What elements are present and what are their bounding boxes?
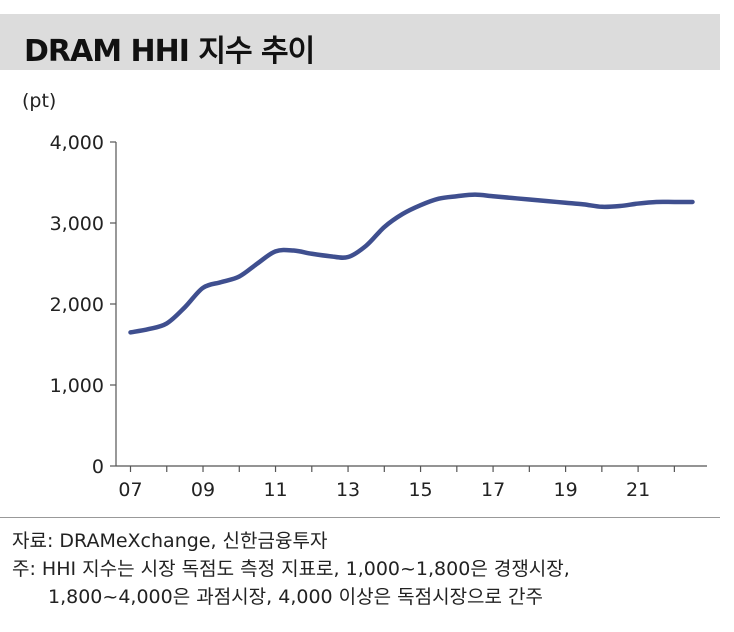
title-bar [0,14,720,70]
y-tick-label: 0 [92,456,104,478]
x-tick-label: 11 [263,479,287,501]
x-tick-label: 07 [118,479,142,501]
x-tick-label: 21 [626,479,650,501]
footnote-divider [0,517,720,518]
x-tick-label: 13 [336,479,360,501]
note-line-1: 주: HHI 지수는 시장 독점도 측정 지표로, 1,000~1,800은 경… [12,558,570,580]
source-note: 자료: DRAMeXchange, 신한금융투자 [12,530,328,552]
x-tick-label: 09 [191,479,215,501]
series-line-hhi [128,192,695,335]
chart-title: DRAM HHI 지수 추이 [24,34,315,69]
y-tick-label: 2,000 [50,294,104,316]
x-tick-label: 15 [408,479,432,501]
x-tick-label: 19 [554,479,578,501]
note-line-2: 1,800~4,000은 과점시장, 4,000 이상은 독점시장으로 간주 [48,586,544,608]
x-tick-label: 17 [481,479,505,501]
y-tick-label: 1,000 [50,375,104,397]
y-axis-unit: (pt) [22,90,57,112]
y-tick-label: 3,000 [50,213,104,235]
y-tick-label: 4,000 [50,132,104,154]
footnotes: 자료: DRAMeXchange, 신한금융투자 주: HHI 지수는 시장 독… [12,527,570,611]
line-chart: 0 1,000 2,000 3,000 4,000 07 09 11 13 15 17 19 21 [50,132,707,501]
